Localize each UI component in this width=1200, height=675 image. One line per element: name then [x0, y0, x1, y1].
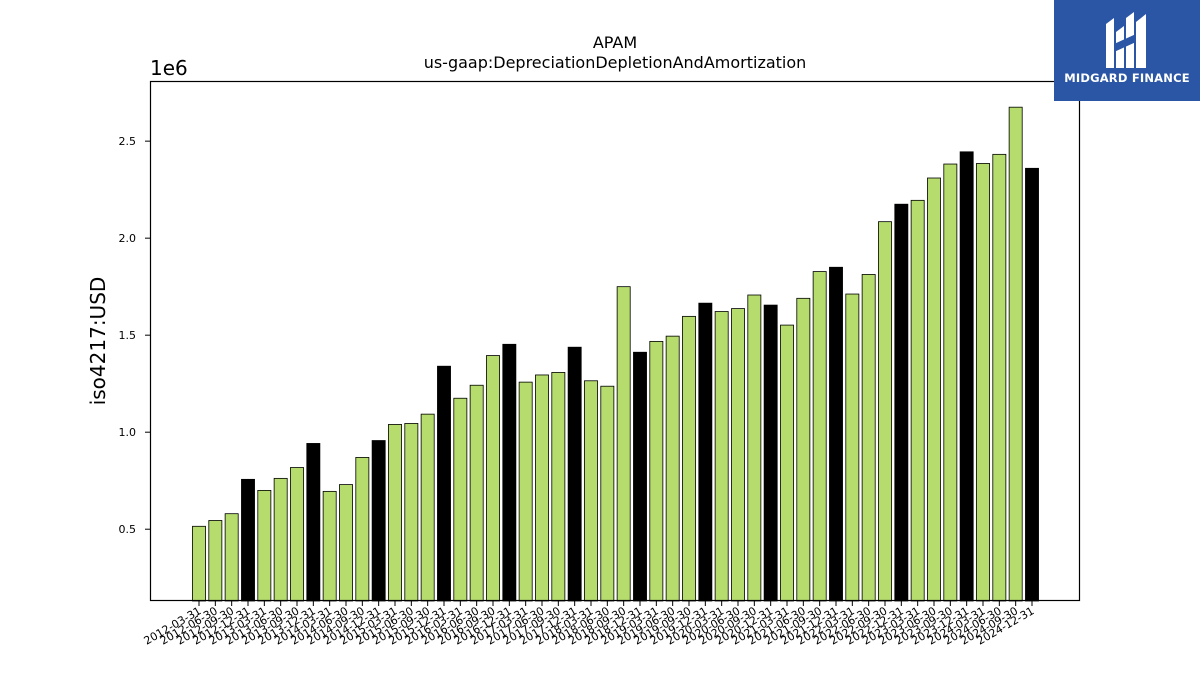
- bar-2024-03-31: [976, 163, 990, 602]
- y-tick-label: 0.5: [119, 523, 137, 536]
- y-axis-label: iso4217:USD: [86, 277, 110, 406]
- bar-2013-12-31: [306, 443, 321, 602]
- x-axis: 2012-03-312012-06-302012-09-302012-12-31…: [142, 601, 1037, 648]
- plot-frame: [149, 80, 1081, 602]
- bar-2016-12-31: [502, 343, 517, 602]
- y-offset-label: 1e6: [150, 56, 188, 80]
- bar-2013-06-30: [273, 477, 288, 602]
- y-tick-label: 2.0: [119, 232, 137, 245]
- y-axis: 0.5 1.0 1.5 2.0 2.5: [119, 135, 150, 536]
- logo-text: MIDGARD FINANCE: [1064, 71, 1190, 85]
- bar-2023-03-31: [910, 199, 925, 602]
- y-tick-label: 2.5: [119, 135, 137, 148]
- y-tick-label: 1.5: [119, 329, 137, 342]
- bar-2020-06-30: [731, 308, 745, 602]
- bar-2019-03-31: [649, 340, 664, 602]
- bar-2024-06-30: [992, 153, 1007, 602]
- bar-2013-09-30: [290, 467, 304, 602]
- bar-2020-09-30: [747, 294, 762, 602]
- bar-2013-03-31: [257, 489, 272, 602]
- bar-2022-09-30: [878, 221, 892, 602]
- bar-2012-09-30: [224, 513, 239, 602]
- bar-2012-06-30: [208, 520, 223, 602]
- bar-2024-09-30: [1008, 106, 1023, 602]
- bar-2017-03-31: [518, 381, 533, 602]
- bar-2014-12-31: [371, 440, 386, 602]
- bar-2015-03-31: [388, 424, 402, 602]
- bar-2015-06-30: [404, 423, 419, 602]
- bar-2014-06-30: [339, 484, 353, 602]
- bar-2021-09-30: [812, 271, 827, 602]
- bar-2021-12-31: [829, 266, 843, 602]
- logo-mark-icon: [1106, 12, 1146, 68]
- bars-group: [192, 106, 1039, 602]
- y-tick-label: 1.0: [119, 426, 137, 439]
- bar-2022-12-31: [894, 203, 909, 602]
- bar-2017-06-30: [535, 374, 549, 602]
- bar-2022-06-30: [861, 274, 876, 602]
- bar-2018-09-30: [616, 286, 631, 602]
- chart-subtitle: us-gaap:DepreciationDepletionAndAmortiza…: [424, 53, 807, 72]
- bar-2016-09-30: [486, 355, 500, 602]
- bar-2021-06-30: [796, 297, 811, 602]
- bar-2017-12-31: [567, 346, 582, 602]
- bar-2023-06-30: [927, 177, 941, 602]
- bar-2024-12-31: [1025, 167, 1039, 602]
- midgard-finance-logo: MIDGARD FINANCE: [1054, 0, 1200, 101]
- bar-2018-03-31: [584, 380, 598, 602]
- bar-2012-03-31: [192, 525, 206, 602]
- chart-title: APAM: [593, 33, 637, 52]
- bar-2016-03-31: [453, 397, 468, 602]
- bar-2019-09-30: [682, 315, 696, 602]
- bar-2015-12-31: [437, 365, 451, 602]
- bar-2018-06-30: [600, 385, 615, 602]
- bar-2014-09-30: [355, 457, 370, 602]
- bar-2016-06-30: [469, 384, 484, 602]
- bar-2018-12-31: [633, 351, 647, 602]
- bar-2020-12-31: [763, 304, 778, 602]
- bar-2014-03-31: [322, 490, 337, 602]
- bar-2022-03-31: [845, 293, 860, 602]
- bar-2015-09-30: [420, 413, 435, 602]
- bar-2017-09-30: [551, 372, 566, 602]
- bar-2020-03-31: [714, 311, 729, 602]
- bar-2021-03-31: [780, 324, 794, 602]
- bar-2023-12-31: [959, 151, 974, 602]
- bar-2019-12-31: [698, 302, 713, 602]
- bar-2012-12-31: [241, 478, 255, 602]
- bar-2019-06-30: [665, 335, 680, 602]
- bar-2023-09-30: [943, 163, 958, 602]
